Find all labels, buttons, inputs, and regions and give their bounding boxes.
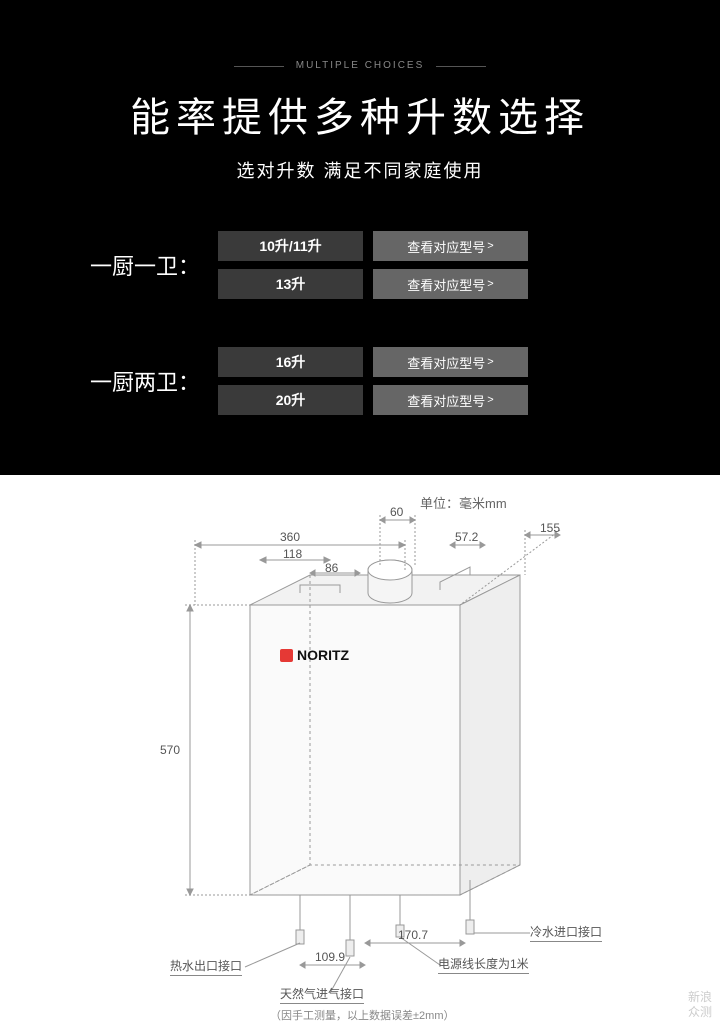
dim-57-2: 57.2 — [455, 530, 478, 544]
anno-hot-out: 热水出口接口 — [170, 957, 242, 976]
view-model-button[interactable]: 查看对应型号> — [373, 269, 528, 299]
brand-text: NORITZ — [297, 647, 349, 663]
footnote: （因手工测量，以上数据误差±2mm） — [270, 1007, 454, 1023]
diagram-svg — [0, 475, 720, 1025]
dim-170-7: 170.7 — [398, 928, 428, 942]
brand-logo: NORITZ — [280, 647, 349, 663]
capacity-pill: 16升 — [218, 347, 363, 377]
dim-155: 155 — [540, 521, 560, 535]
anno-cold-in: 冷水进口接口 — [530, 923, 602, 942]
group-label: 一厨一卫： — [80, 249, 200, 281]
dim-109-9: 109.9 — [315, 950, 345, 964]
dimension-diagram: 单位：毫米mm 360 118 86 60 57.2 155 570 109.9… — [0, 475, 720, 1025]
brand-icon — [280, 649, 293, 662]
choices-panel: MULTIPLE CHOICES 能率提供多种升数选择 选对升数 满足不同家庭使… — [0, 0, 720, 475]
dim-570: 570 — [160, 743, 180, 757]
anno-gas-in: 天然气进气接口 — [280, 985, 364, 1004]
option-group-2: 一厨两卫： 16升 查看对应型号> 20升 查看对应型号> — [80, 347, 640, 415]
option-row: 20升 查看对应型号> — [218, 385, 528, 415]
unit-label: 单位：毫米mm — [420, 493, 507, 512]
sub-title: 选对升数 满足不同家庭使用 — [0, 157, 720, 183]
capacity-pill: 13升 — [218, 269, 363, 299]
dim-86: 86 — [325, 561, 338, 575]
main-title: 能率提供多种升数选择 — [0, 85, 720, 143]
group-label: 一厨两卫： — [80, 365, 200, 397]
option-row: 10升/11升 查看对应型号> — [218, 231, 528, 261]
dim-360: 360 — [280, 530, 300, 544]
view-model-button[interactable]: 查看对应型号> — [373, 385, 528, 415]
watermark: 新浪 众测 — [688, 990, 712, 1019]
view-model-button[interactable]: 查看对应型号> — [373, 347, 528, 377]
dim-60: 60 — [390, 505, 403, 519]
chevron-right-icon: > — [487, 240, 493, 252]
subtitle-en: MULTIPLE CHOICES — [296, 60, 425, 71]
capacity-pill: 10升/11升 — [218, 231, 363, 261]
chevron-right-icon: > — [487, 278, 493, 290]
chevron-right-icon: > — [487, 394, 493, 406]
view-model-button[interactable]: 查看对应型号> — [373, 231, 528, 261]
chevron-right-icon: > — [487, 356, 493, 368]
option-group-1: 一厨一卫： 10升/11升 查看对应型号> 13升 查看对应型号> — [80, 231, 640, 299]
option-row: 13升 查看对应型号> — [218, 269, 528, 299]
dim-118: 118 — [283, 547, 302, 561]
anno-power: 电源线长度为1米 — [438, 955, 529, 974]
capacity-pill: 20升 — [218, 385, 363, 415]
option-row: 16升 查看对应型号> — [218, 347, 528, 377]
options-container: 一厨一卫： 10升/11升 查看对应型号> 13升 查看对应型号> 一厨两卫： … — [0, 231, 720, 415]
